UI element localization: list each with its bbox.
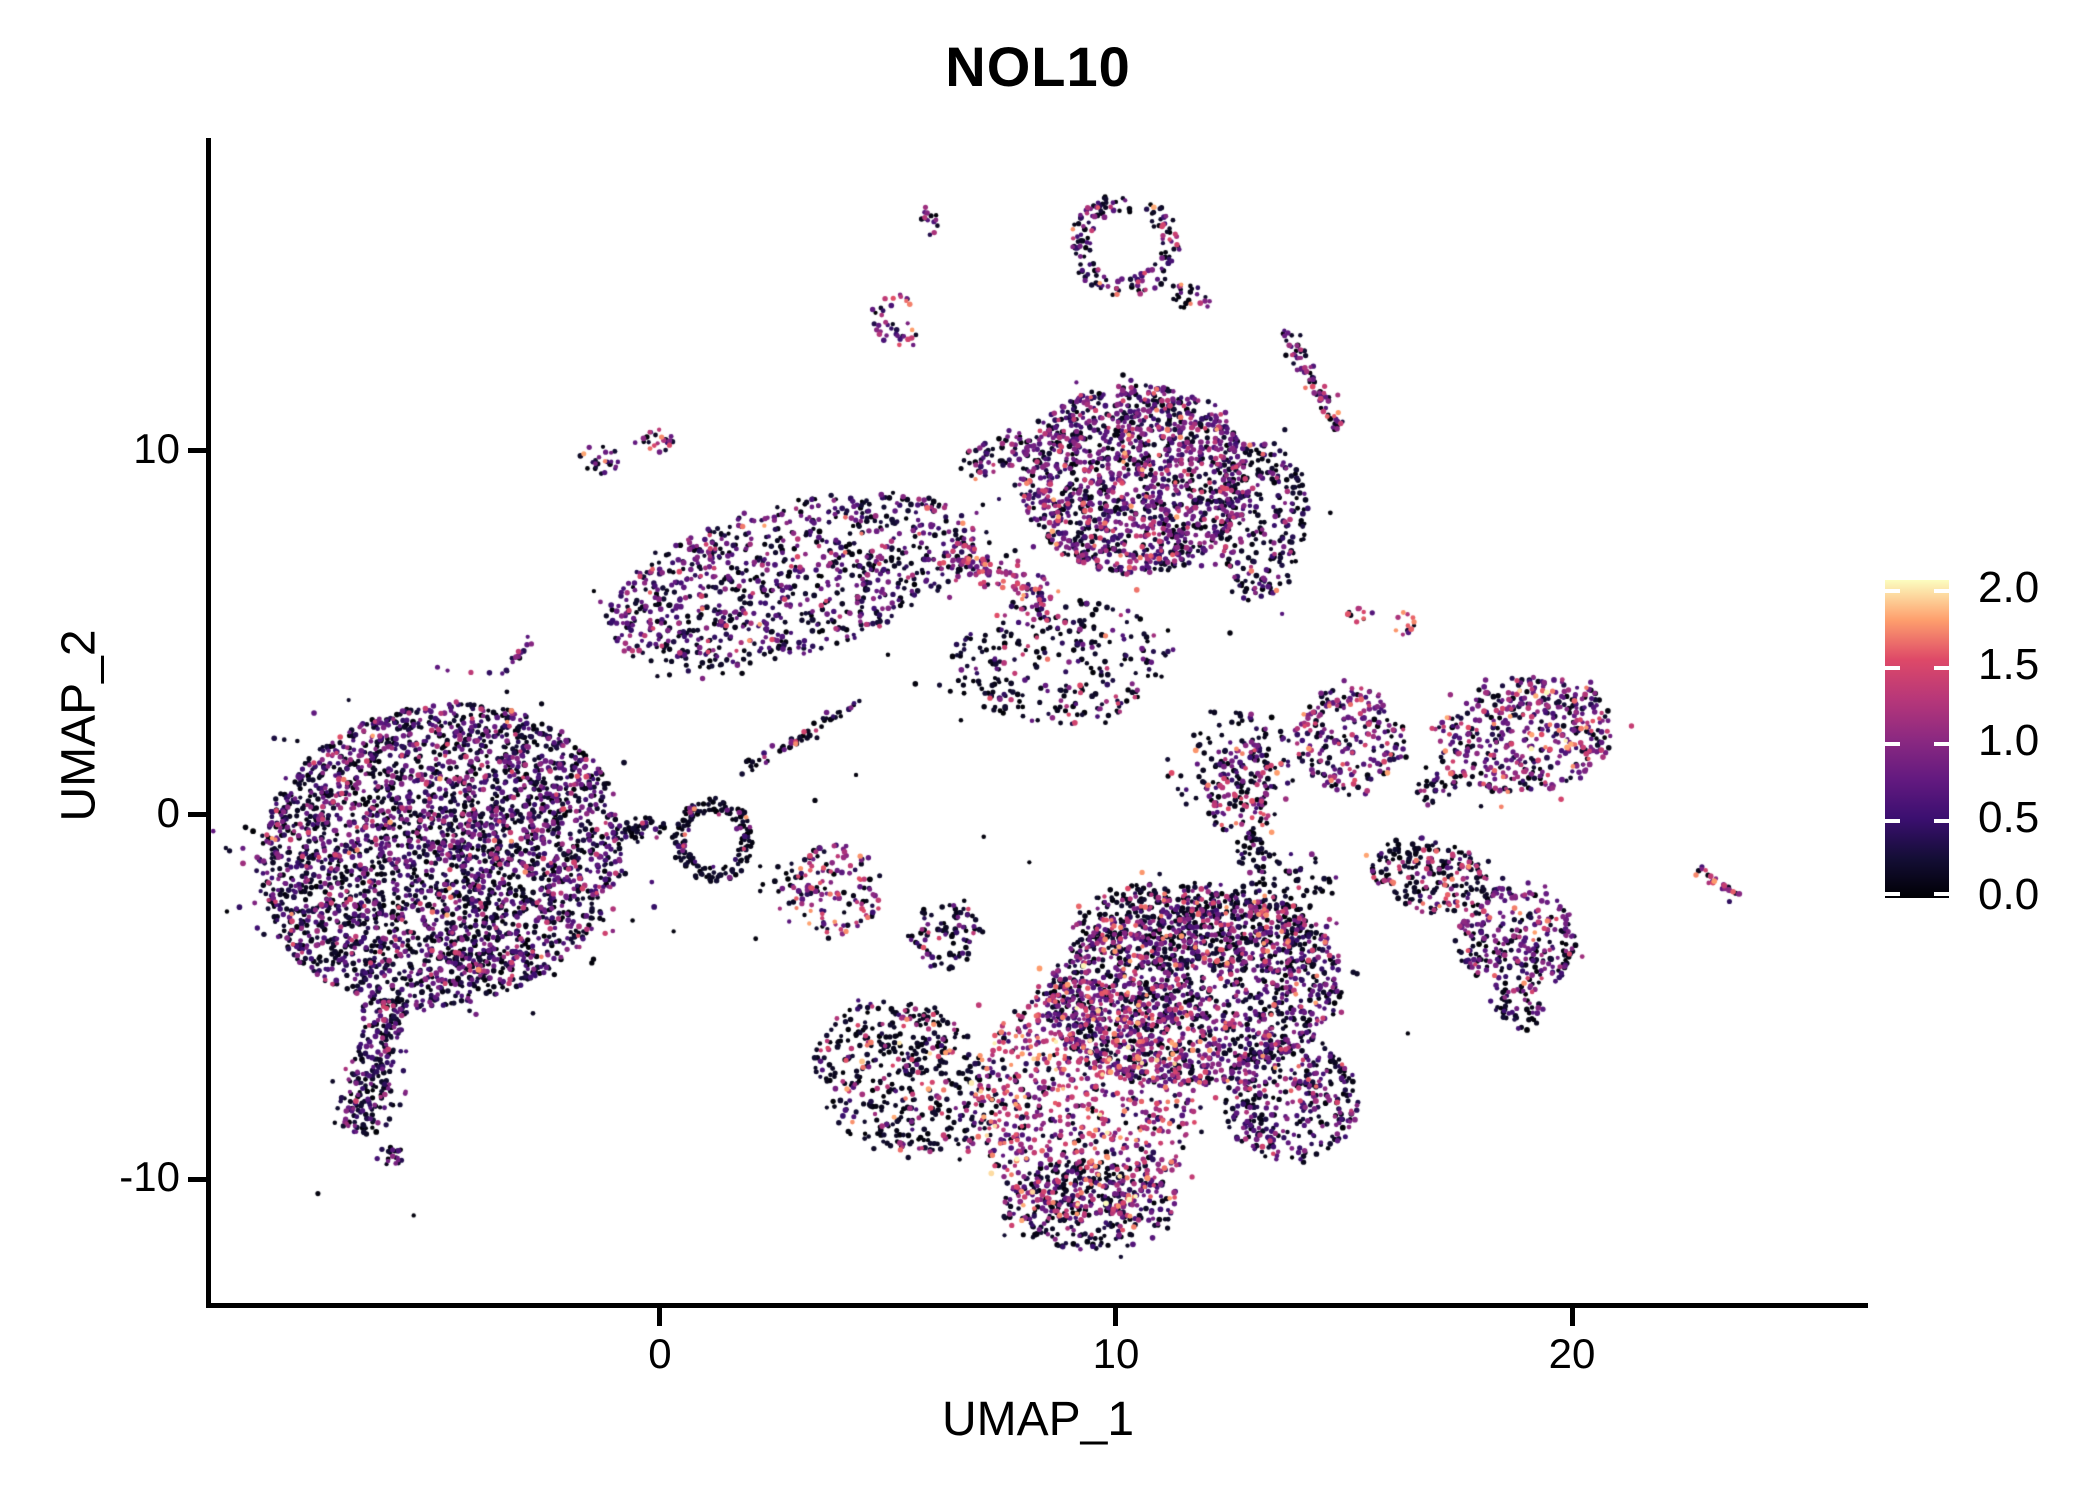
x-tick-mark <box>657 1308 663 1326</box>
y-tick-mark <box>188 448 206 454</box>
x-tick-label: 20 <box>1548 1330 1596 1377</box>
x-tick-mark <box>1113 1308 1119 1326</box>
x-tick-mark <box>1569 1308 1575 1326</box>
colorbar <box>1885 580 1949 898</box>
x-axis-line <box>206 1303 1868 1308</box>
colorbar-tick-mark <box>1885 665 1900 670</box>
y-axis-line <box>206 138 211 1308</box>
y-tick-label: 0 <box>156 788 180 836</box>
y-tick-label: 10 <box>133 424 180 472</box>
colorbar-tick-label: 0.0 <box>1978 870 2040 919</box>
colorbar-tick-mark <box>1885 892 1900 896</box>
colorbar-tick-label: 1.5 <box>1978 639 2040 689</box>
y-tick-label: -10 <box>119 1153 180 1201</box>
colorbar-tick-mark <box>1934 819 1949 824</box>
colorbar-tick-mark <box>1934 742 1949 747</box>
x-tick-label: 10 <box>1092 1330 1140 1377</box>
colorbar-tick-mark <box>1934 892 1949 896</box>
x-axis-title: UMAP_1 <box>941 1393 1135 1446</box>
colorbar-tick-mark <box>1934 665 1949 670</box>
colorbar-tick-mark <box>1885 819 1900 824</box>
colorbar-tick-label: 0.5 <box>1978 793 2040 843</box>
colorbar-tick-mark <box>1934 588 1949 593</box>
y-tick-mark <box>188 812 206 818</box>
y-axis-title: UMAP_2 <box>52 629 106 822</box>
colorbar-tick-mark <box>1885 588 1900 593</box>
colorbar-tick-label: 2.0 <box>1978 562 2040 612</box>
x-tick-label: 0 <box>648 1330 672 1377</box>
colorbar-tick-label: 1.0 <box>1978 716 2040 766</box>
y-tick-mark <box>188 1176 206 1182</box>
colorbar-tick-mark <box>1885 742 1900 747</box>
